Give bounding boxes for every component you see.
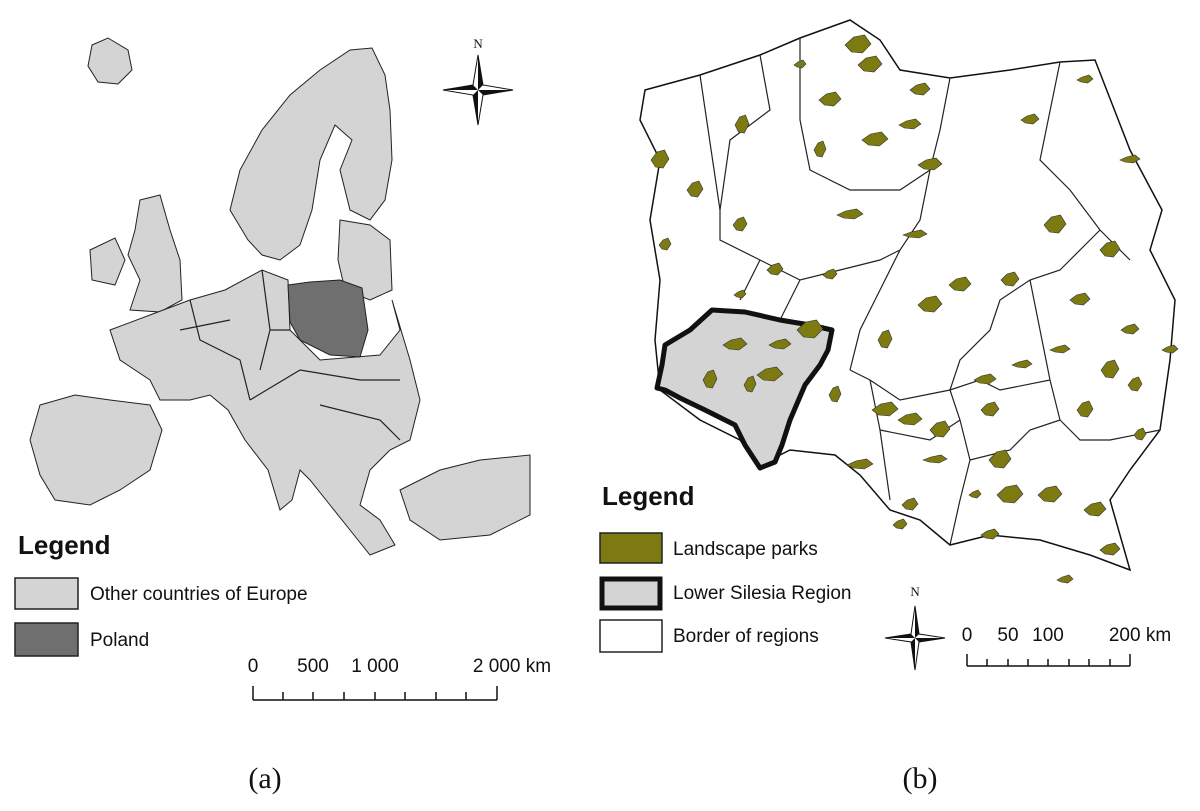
scale-label: 500 (297, 656, 329, 677)
compass: N (442, 36, 514, 126)
park (1037, 485, 1063, 503)
park (844, 34, 872, 54)
scale-label: 50 (997, 625, 1018, 646)
park (1076, 74, 1094, 84)
park (996, 484, 1024, 504)
legend-swatch (14, 577, 79, 610)
landscape-parks (650, 34, 1179, 584)
park (1049, 344, 1071, 354)
park (897, 412, 923, 426)
legend-swatch (14, 622, 79, 657)
legend-item: Landscape parks (673, 539, 818, 560)
park (768, 338, 792, 350)
park (1000, 271, 1020, 287)
legend-title: Legend (602, 481, 694, 511)
park (1120, 323, 1140, 335)
scale-label: 2 000 km (473, 656, 551, 677)
park (756, 366, 784, 382)
scale-bar: 0 500 1 000 2 000 km (248, 656, 551, 701)
park (871, 401, 899, 417)
north-label: N (910, 584, 920, 599)
park (1119, 154, 1141, 164)
park (836, 208, 864, 220)
park (1020, 113, 1040, 125)
park (929, 420, 951, 438)
park (892, 518, 908, 530)
park (1056, 574, 1074, 584)
park (980, 401, 1000, 417)
park (686, 180, 704, 198)
park (948, 276, 972, 292)
legend-item: Poland (90, 630, 149, 651)
park (732, 216, 748, 232)
park (1083, 501, 1107, 517)
park (877, 329, 893, 349)
legend-item: Lower Silesia Region (673, 583, 852, 604)
legend-swatch (599, 576, 663, 611)
park (743, 375, 757, 393)
park (973, 373, 997, 385)
park (917, 295, 943, 313)
legend-item: Border of regions (673, 626, 819, 647)
park (734, 114, 750, 134)
scale-label: 0 (962, 625, 973, 646)
park (1069, 292, 1091, 306)
park (650, 149, 670, 169)
europe-map (29, 37, 531, 556)
caption: (b) (903, 762, 938, 795)
park (1100, 359, 1120, 379)
park (813, 140, 827, 158)
park (909, 82, 931, 96)
park (793, 59, 807, 69)
poland-map (639, 19, 1179, 584)
legend-item: Other countries of Europe (90, 584, 308, 605)
park (828, 385, 842, 403)
park (1099, 542, 1121, 556)
scale-bar: 0 50 100 200 km (962, 625, 1171, 667)
park (1076, 400, 1094, 418)
legend-swatch (599, 619, 663, 653)
park (922, 454, 948, 464)
scale-label: 100 (1032, 625, 1064, 646)
park (1127, 376, 1143, 392)
north-label: N (473, 36, 483, 51)
park (901, 497, 919, 511)
park (857, 55, 883, 73)
park (980, 528, 1000, 540)
park (1011, 359, 1033, 369)
caption: (a) (248, 762, 281, 795)
park (1043, 214, 1067, 234)
park (733, 289, 747, 299)
park (796, 319, 824, 339)
legend-title: Legend (18, 530, 110, 560)
park (766, 262, 784, 276)
park (818, 91, 842, 107)
park (722, 337, 748, 351)
park (822, 268, 838, 280)
park (1099, 240, 1121, 258)
park (917, 157, 943, 171)
park (968, 489, 982, 499)
scale-label: 1 000 (351, 656, 399, 677)
park (861, 131, 889, 147)
park (898, 118, 922, 130)
park (1133, 427, 1147, 441)
park (1161, 344, 1179, 354)
park (988, 449, 1012, 469)
scale-label: 200 km (1109, 625, 1171, 646)
scale-label: 0 (248, 656, 259, 677)
compass: N (884, 584, 946, 671)
park (902, 229, 928, 239)
park (658, 237, 672, 251)
park (702, 369, 718, 389)
legend-swatch (599, 532, 663, 564)
park (846, 458, 874, 470)
